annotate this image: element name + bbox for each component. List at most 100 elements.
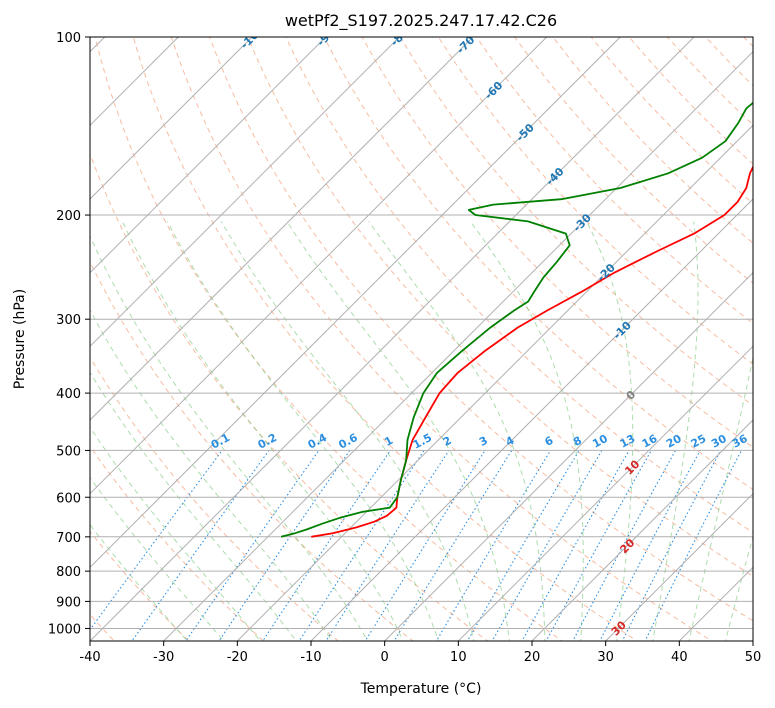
moist-adiabat [688, 355, 753, 641]
x-tick-label: 30 [597, 650, 614, 665]
isotherm-line [384, 271, 753, 641]
moist-adiabat [90, 309, 333, 641]
mixing-ratio-line [185, 450, 320, 641]
mixing-ratio-label: 16 [640, 432, 660, 451]
dewpoint-line [280, 101, 753, 538]
mixing-ratio-line [298, 450, 425, 641]
x-tick-label: -10 [300, 650, 321, 665]
moist-adiabat [586, 221, 634, 641]
plot-frame [89, 36, 754, 642]
isotherm-label: -20 [595, 261, 618, 284]
mixing-ratio-line [131, 450, 270, 641]
y-tick-label: 900 [56, 595, 81, 610]
dry-adiabat [704, 37, 753, 87]
moist-adiabat [725, 534, 753, 641]
dry-adiabat [361, 37, 753, 448]
x-tick-label: -30 [153, 650, 174, 665]
mixing-ratio-line [521, 450, 630, 641]
isotherm-label: -80 [388, 25, 411, 48]
dry-adiabat [476, 37, 753, 325]
isotherm-line [90, 37, 695, 641]
x-axis-title: Temperature (°C) [360, 681, 482, 697]
dry-adiabat [208, 37, 753, 622]
isotherm-line [90, 37, 253, 200]
dry-adiabat [90, 260, 414, 641]
moist-adiabat [90, 476, 225, 641]
isotherm-line [678, 566, 753, 641]
mixing-ratio-label: 30 [709, 432, 729, 451]
mixing-ratio-line [435, 450, 552, 641]
isotherm-line [605, 492, 753, 641]
mixing-ratio-line [466, 450, 580, 641]
dry-adiabat [399, 37, 753, 407]
mixing-ratio-line [262, 450, 391, 641]
moist-adiabat [286, 221, 510, 641]
mixing-ratio-label: 0.4 [306, 431, 330, 452]
mixing-ratio-line [325, 450, 450, 641]
x-tick-label: 20 [524, 650, 541, 665]
x-tick-label: 10 [450, 650, 467, 665]
isotherm-line [531, 419, 753, 641]
moist-adiabat [220, 221, 475, 641]
moist-adiabat [90, 371, 297, 641]
y-tick-label: 100 [56, 31, 81, 46]
moist-adiabat [90, 426, 261, 641]
isotherm-line [163, 50, 753, 641]
y-axis-title: Pressure (hPa) [12, 289, 28, 389]
x-axis: -40 -30 -20 -10 0 10 20 30 40 50 [79, 641, 761, 665]
y-tick-label: 800 [56, 565, 81, 580]
dry-adiabat [90, 152, 489, 641]
isotherm-label: -90 [314, 25, 337, 48]
dry-adiabat [132, 37, 638, 641]
isotherm-line [90, 37, 474, 421]
dry-adiabat [247, 37, 753, 577]
y-axis: 1000 900 800 700 600 500 400 300 200 100 [48, 31, 90, 637]
x-tick-label: 40 [671, 650, 688, 665]
mixing-ratio-line [393, 450, 513, 641]
moist-adiabat [121, 221, 404, 641]
dry-adiabat [590, 37, 753, 205]
y-tick-label: 600 [56, 491, 81, 506]
y-tick-label: 500 [56, 444, 81, 459]
plot-area: 0.1 0.2 0.4 0.6 1 1.5 2 3 4 6 8 10 13 16 20 25 30 36-100-… [90, 25, 753, 641]
temperature-line [311, 164, 753, 538]
mixing-ratio-label: 36 [730, 432, 750, 451]
chart-title: wetPf2_S197.2025.247.17.42.C26 [285, 11, 557, 31]
isotherm-line [457, 345, 753, 641]
mixing-ratio-label: 1 [382, 434, 395, 449]
mixing-ratio-line [90, 450, 223, 631]
mixing-ratio-label: 13 [618, 432, 638, 451]
mixing-ratio-label: 25 [689, 432, 709, 451]
mixing-ratio-label: 8 [571, 434, 584, 449]
x-tick-label: 50 [745, 650, 762, 665]
isotherm-line [90, 37, 621, 569]
mixing-ratio-label: 1.5 [411, 431, 434, 452]
mixing-ratio-line [545, 450, 652, 641]
isotherm-line [90, 37, 548, 495]
isotherm-line [236, 124, 753, 641]
pressure-gridlines [90, 37, 753, 629]
x-tick-label: -40 [79, 650, 100, 665]
dry-adiabat [743, 37, 753, 48]
dry-adiabat [94, 37, 564, 641]
isopleth-labels: 0.1 0.2 0.4 0.6 1 1.5 2 3 4 6 8 10 13 16 20 25 30 36-100-… [209, 25, 750, 639]
isotherm-line [752, 640, 753, 641]
moist-adiabat [469, 221, 584, 641]
isotherm-lines [90, 37, 753, 641]
dry-adiabat [514, 37, 753, 284]
mixing-ratio-label: 20 [664, 432, 684, 451]
dry-adiabat [90, 356, 339, 641]
moist-adiabat [166, 221, 440, 641]
mixing-ratio-label: 3 [477, 434, 490, 449]
isotherm-line [310, 198, 753, 641]
mixing-ratio-label: 6 [543, 434, 556, 449]
mixing-ratio-label: 10 [590, 432, 610, 451]
y-tick-label: 1000 [48, 622, 81, 637]
x-tick-label: -20 [227, 650, 248, 665]
isotherm-line [90, 37, 400, 348]
moist-adiabats [90, 221, 753, 641]
y-tick-label: 300 [56, 313, 81, 328]
sounding-series [280, 101, 753, 538]
dry-adiabat [437, 37, 753, 365]
